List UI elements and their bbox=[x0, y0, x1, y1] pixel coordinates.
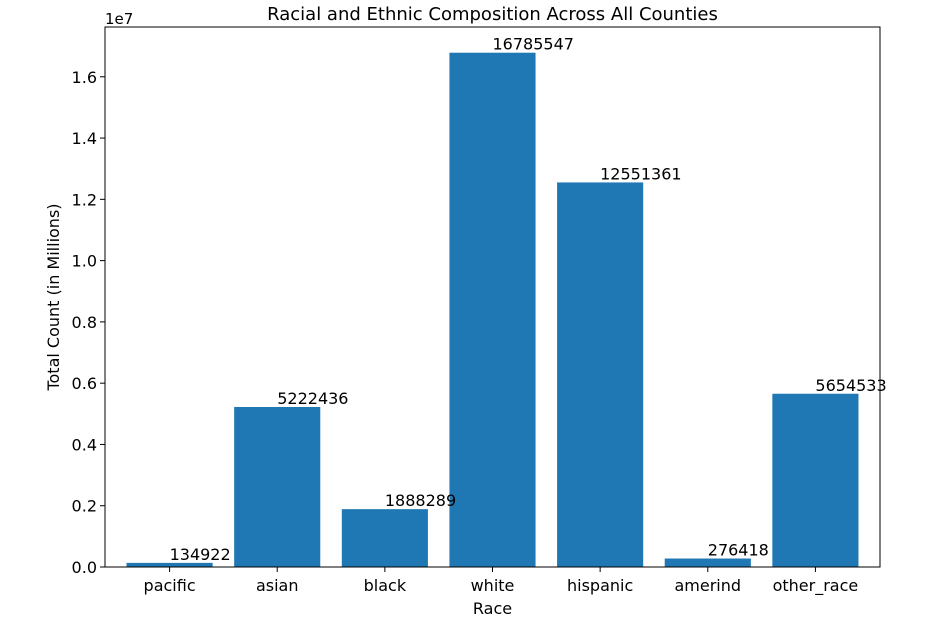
y-tick-label: 0.4 bbox=[72, 435, 97, 454]
x-axis-label: Race bbox=[473, 599, 512, 618]
data-labels-layer: 134922 5222436 1888289 16785547 12551361 2764… bbox=[170, 35, 887, 564]
y-tick-label: 1.6 bbox=[72, 68, 97, 87]
y-ticks-layer: 0.0 0.2 0.4 0.6 0.8 1.0 1.2 1.4 1.6 bbox=[72, 68, 105, 577]
bar-amerind bbox=[664, 558, 751, 567]
plot-frame bbox=[104, 26, 881, 568]
bar-hispanic bbox=[557, 182, 644, 567]
y-tick-label: 0.6 bbox=[72, 374, 97, 393]
x-ticks-layer: pacific asian black white hispanic amerind oth… bbox=[144, 567, 859, 596]
x-tick-label-pacific: pacific bbox=[144, 576, 196, 595]
y-tick-label: 1.0 bbox=[72, 252, 97, 271]
y-tick-label: 0.2 bbox=[72, 497, 97, 516]
data-label-asian: 5222436 bbox=[277, 389, 348, 408]
x-tick-label-amerind: amerind bbox=[674, 576, 741, 595]
data-label-amerind: 276418 bbox=[708, 541, 769, 560]
x-tick-label-white: white bbox=[471, 576, 515, 595]
y-tick-label: 0.8 bbox=[72, 313, 97, 332]
data-label-white: 16785547 bbox=[493, 35, 574, 54]
y-tick-label: 1.2 bbox=[72, 190, 97, 209]
bar-asian bbox=[234, 406, 321, 567]
bar-pacific bbox=[126, 562, 213, 567]
bar-white bbox=[449, 52, 536, 567]
data-label-hispanic: 12551361 bbox=[600, 164, 681, 183]
bar-other_race bbox=[772, 393, 859, 567]
x-tick-label-asian: asian bbox=[256, 576, 299, 595]
y-axis-offset-label: 1e7 bbox=[105, 10, 133, 28]
y-tick-label: 1.4 bbox=[72, 129, 97, 148]
y-axis-label: Total Count (in Millions) bbox=[44, 203, 63, 391]
x-tick-label-hispanic: hispanic bbox=[567, 576, 633, 595]
data-label-pacific: 134922 bbox=[170, 545, 231, 564]
bars-layer bbox=[126, 52, 859, 567]
y-tick-label: 0.0 bbox=[72, 558, 97, 577]
data-label-black: 1888289 bbox=[385, 491, 456, 510]
data-label-other_race: 5654533 bbox=[815, 376, 886, 395]
x-tick-label-other_race: other_race bbox=[773, 576, 859, 596]
chart-title: Racial and Ethnic Composition Across All… bbox=[267, 4, 718, 25]
bar-black bbox=[341, 509, 428, 567]
x-tick-label-black: black bbox=[364, 576, 407, 595]
